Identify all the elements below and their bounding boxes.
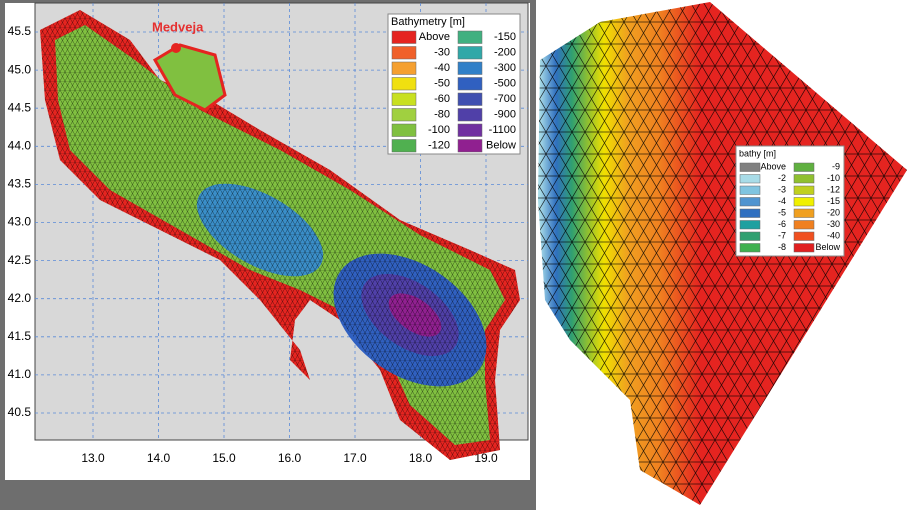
legend-swatch (740, 186, 760, 195)
y-tick-label: 44.0 (8, 138, 32, 152)
y-tick-label: 43.5 (8, 177, 32, 191)
legend-swatch (392, 124, 416, 137)
legend-label: -9 (832, 162, 840, 172)
location-marker (171, 43, 181, 53)
legend-swatch (392, 140, 416, 153)
legend-label: -40 (827, 231, 840, 241)
legend-label: -200 (494, 47, 516, 59)
x-tick-label: 18.0 (409, 451, 433, 465)
y-tick-label: 43.0 (8, 215, 32, 229)
screenshot: 45.5 45.0 44.5 44.0 43.5 43.0 42.5 42.0 41.5 41.0… (0, 0, 907, 510)
legend-label: -700 (494, 93, 516, 105)
legend-swatch (794, 232, 814, 241)
y-tick-label: 40.5 (8, 405, 32, 419)
legend-label: -900 (494, 109, 516, 121)
legend-swatch (794, 198, 814, 207)
legend-swatch (458, 140, 482, 153)
legend-label: -300 (494, 62, 516, 74)
legend-label: -20 (827, 208, 840, 218)
page: 45.5 45.0 44.5 44.0 43.5 43.0 42.5 42.0 41.5 41.0… (0, 0, 907, 515)
legend-label: -120 (428, 140, 450, 152)
legend-label: -150 (494, 31, 516, 43)
legend-swatch (458, 62, 482, 75)
legend-swatch (392, 78, 416, 91)
legend-swatch (392, 47, 416, 60)
legend-title: bathy [m] (739, 148, 776, 158)
legend-label: -500 (494, 78, 516, 90)
legend-label: -5 (778, 208, 786, 218)
legend-swatch (740, 221, 760, 230)
legend-label: Below (486, 140, 516, 152)
legend-swatch (392, 109, 416, 122)
legend-swatch (740, 163, 760, 172)
legend-label: -80 (434, 109, 450, 121)
legend-swatch (392, 31, 416, 44)
legend-swatch (794, 163, 814, 172)
x-tick-label: 15.0 (212, 451, 236, 465)
legend-label: -12 (827, 185, 840, 195)
legend-label: -100 (428, 124, 450, 136)
y-tick-label: 41.0 (8, 367, 32, 381)
legend-swatch (458, 109, 482, 122)
legend-label: -10 (827, 173, 840, 183)
legend-label: Below (815, 242, 840, 252)
y-tick-label: 45.0 (8, 62, 32, 76)
legend-swatch (794, 186, 814, 195)
legend-swatch (458, 93, 482, 106)
legend-label: -1100 (489, 124, 516, 136)
legend-title: Bathymetry [m] (391, 16, 465, 28)
x-tick-label: 17.0 (343, 451, 367, 465)
legend-swatch (392, 93, 416, 106)
legend-label: -4 (778, 196, 786, 206)
legend-swatch (740, 209, 760, 218)
marker-label: Medveja (152, 19, 204, 34)
legend-label: -3 (778, 185, 786, 195)
legend-label: -30 (434, 47, 450, 59)
legend-swatch (794, 244, 814, 253)
x-tick-label: 13.0 (81, 451, 105, 465)
y-tick-label: 42.5 (8, 253, 32, 267)
legend-swatch (458, 31, 482, 44)
legend-label: -7 (778, 231, 786, 241)
legend-swatch (740, 232, 760, 241)
legend-label: -8 (778, 242, 786, 252)
y-tick-label: 45.5 (8, 24, 32, 38)
y-tick-label: 44.5 (8, 100, 32, 114)
legend-label: -6 (778, 219, 786, 229)
legend-swatch (740, 175, 760, 184)
legend-label: -15 (827, 196, 840, 206)
legend-label: Above (760, 162, 786, 172)
legend-swatch (392, 62, 416, 75)
legend-label: -40 (434, 62, 450, 74)
y-tick-label: 41.5 (8, 329, 32, 343)
legend-swatch (794, 209, 814, 218)
legend-label: -30 (827, 219, 840, 229)
x-tick-label: 16.0 (278, 451, 302, 465)
legend-swatch (740, 244, 760, 253)
legend-swatch (740, 198, 760, 207)
legend-label: -2 (778, 173, 786, 183)
legend-label: Above (419, 31, 450, 43)
legend-swatch (794, 175, 814, 184)
legend-label: -50 (434, 78, 450, 90)
legend-swatch (794, 221, 814, 230)
legend-swatch (458, 47, 482, 60)
y-tick-label: 42.0 (8, 291, 32, 305)
legend-swatch (458, 78, 482, 91)
legend-swatch (458, 124, 482, 137)
x-tick-label: 14.0 (147, 451, 171, 465)
legend-label: -60 (434, 93, 450, 105)
